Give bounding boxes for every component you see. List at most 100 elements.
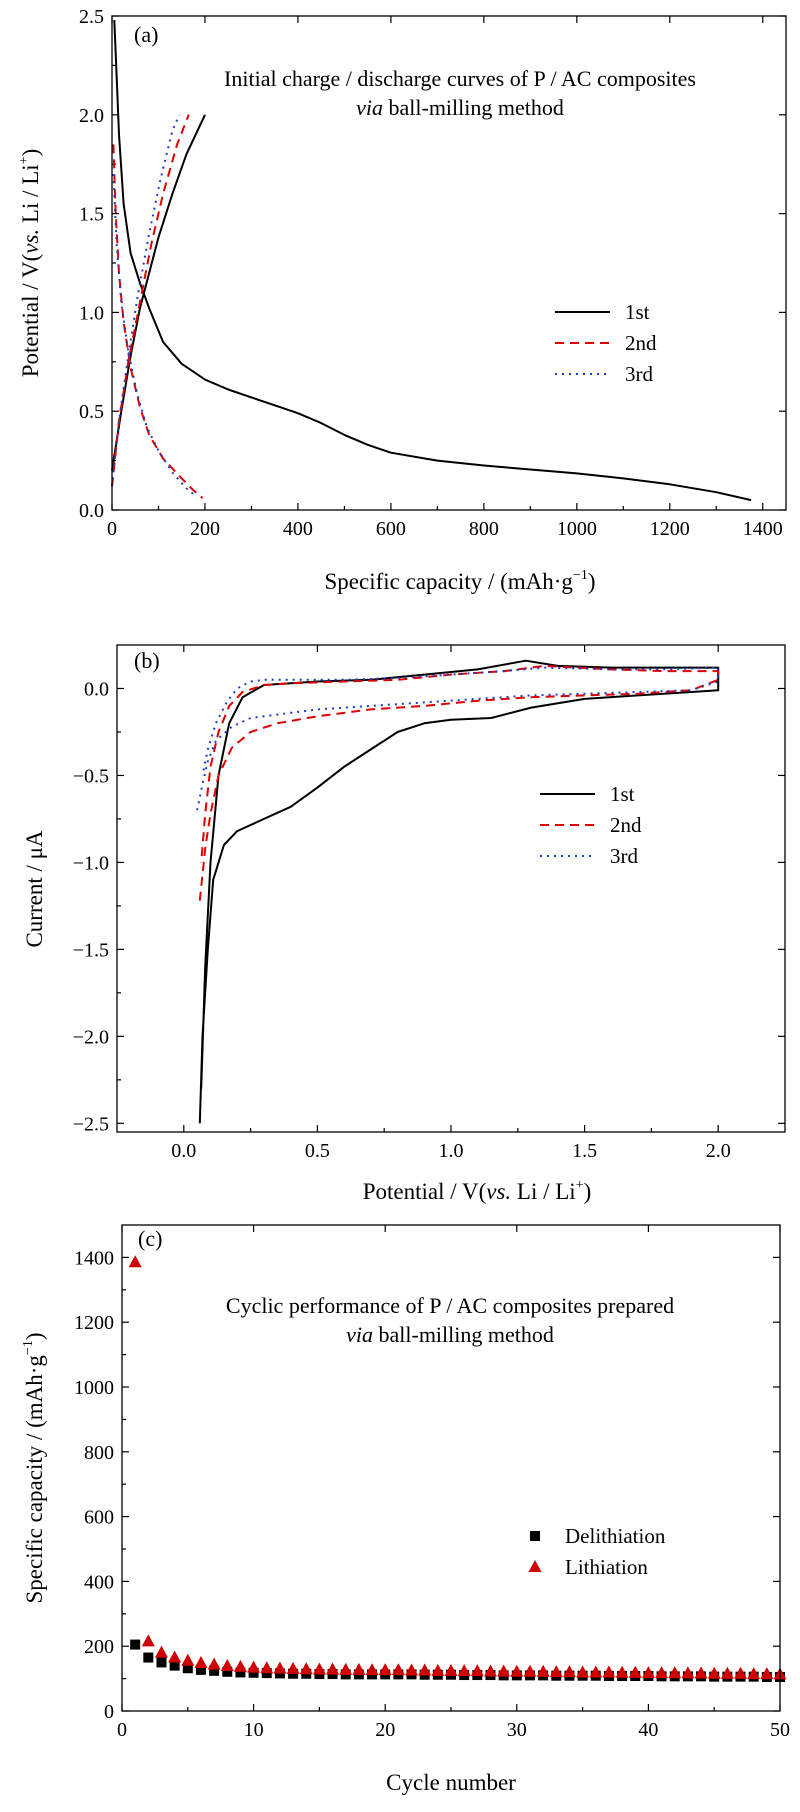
lithiation-point <box>549 1665 563 1678</box>
lithiation-point <box>154 1645 168 1658</box>
panel-a: (a) Initial charge / discharge curves of… <box>17 6 787 594</box>
series-line-2nd <box>111 114 190 487</box>
delithiation-point <box>182 1663 193 1674</box>
lithiation-point <box>286 1661 300 1674</box>
lithiation-point <box>760 1667 774 1680</box>
panel-c: (c) Cyclic performance of P / AC composi… <box>21 1224 790 1795</box>
panel-c-title-line2: via ball-milling method <box>346 1322 554 1347</box>
lithiation-point <box>220 1658 234 1671</box>
delithiation-point <box>130 1639 141 1650</box>
lithiation-point <box>720 1666 734 1679</box>
legend-swatch <box>530 1531 540 1541</box>
x-tick-label: 0.5 <box>305 1140 330 1162</box>
lithiation-point <box>470 1664 484 1677</box>
lithiation-point <box>339 1662 353 1675</box>
lithiation-point <box>168 1650 182 1663</box>
panel-c-title-line1: Cyclic performance of P / AC composites … <box>226 1293 674 1318</box>
delithiation-point <box>209 1665 220 1676</box>
lithiation-point <box>444 1663 458 1676</box>
panel-b: (b) 0.0 0.5 1.0 1.5 2.0 0.0 −0.5 −1.0 −1.5 −2.0 −… <box>22 644 786 1204</box>
lithiation-point <box>352 1662 366 1675</box>
series-line-2nd <box>112 144 204 499</box>
x-tick-label: 0 <box>117 1719 127 1741</box>
legend-label: 2nd <box>610 813 642 837</box>
lithiation-point <box>589 1665 603 1678</box>
delithiation-point <box>143 1652 154 1663</box>
panel-a-title-line1: Initial charge / discharge curves of P /… <box>224 66 696 91</box>
delithiation-point <box>222 1666 233 1677</box>
panel-a-x-axis-label: Specific capacity / (mAh·g−1) <box>324 568 595 594</box>
x-tick-label: 40 <box>638 1719 658 1741</box>
panel-a-plot-frame <box>111 15 787 511</box>
lithiation-point <box>536 1664 550 1677</box>
x-tick-label: 1.0 <box>439 1140 464 1162</box>
x-tick-label: 0.0 <box>171 1140 196 1162</box>
lithiation-point <box>681 1666 695 1679</box>
lithiation-point <box>523 1664 537 1677</box>
lithiation-point <box>233 1659 247 1672</box>
y-tick-label: 0.5 <box>79 401 104 423</box>
legend-label: 1st <box>610 782 635 806</box>
legend-label: 3rd <box>610 844 638 868</box>
y-tick-label: 1400 <box>74 1247 114 1269</box>
delithiation-point <box>195 1664 206 1675</box>
lithiation-point <box>207 1657 221 1670</box>
lithiation-point <box>747 1667 761 1680</box>
panel-b-label: (b) <box>134 648 160 673</box>
panel-a-label: (a) <box>134 22 158 47</box>
lithiation-point <box>615 1665 629 1678</box>
panel-a-y-axis-label: Potential / V(vs. Li / Li+) <box>17 149 43 378</box>
series-line-3rd <box>196 666 720 811</box>
legend-label: 3rd <box>625 362 653 386</box>
panel-c-label: (c) <box>138 1226 162 1251</box>
lithiation-point <box>694 1666 708 1679</box>
panel-b-x-axis-label: Potential / V(vs. Li / Li+) <box>363 1178 592 1204</box>
lithiation-point <box>128 1255 142 1268</box>
delithiation-point <box>248 1667 259 1678</box>
y-tick-label: 400 <box>84 1571 114 1593</box>
y-tick-label: 2.0 <box>79 105 104 127</box>
series-line-1st <box>111 114 206 471</box>
x-tick-label: 1000 <box>557 518 597 540</box>
lithiation-point <box>405 1663 419 1676</box>
legend-swatch <box>528 1560 542 1572</box>
lithiation-point <box>141 1634 155 1647</box>
lithiation-point <box>312 1662 326 1675</box>
y-tick-label: −0.5 <box>73 765 109 787</box>
series-line-2nd <box>198 664 720 901</box>
lithiation-point <box>194 1656 208 1669</box>
y-tick-label: 1200 <box>74 1312 114 1334</box>
y-tick-label: 0.0 <box>79 500 104 522</box>
lithiation-point <box>391 1663 405 1676</box>
y-tick-label: 200 <box>84 1636 114 1658</box>
series-line-1st <box>113 19 752 502</box>
lithiation-point <box>378 1663 392 1676</box>
lithiation-point <box>247 1660 261 1673</box>
lithiation-point <box>655 1666 669 1679</box>
y-tick-label: −2.0 <box>73 1026 109 1048</box>
y-tick-label: −1.5 <box>73 939 109 961</box>
lithiation-point <box>562 1665 576 1678</box>
legend-label: Delithiation <box>565 1524 666 1548</box>
lithiation-point <box>576 1665 590 1678</box>
lithiation-point <box>497 1664 511 1677</box>
lithiation-point <box>418 1663 432 1676</box>
y-tick-label: 600 <box>84 1507 114 1529</box>
x-tick-label: 20 <box>375 1719 395 1741</box>
delithiation-point <box>156 1657 167 1668</box>
x-tick-label: 2.0 <box>706 1140 731 1162</box>
x-tick-label: 0 <box>107 518 117 540</box>
x-tick-label: 600 <box>376 518 406 540</box>
lithiation-point <box>483 1664 497 1677</box>
panel-b-y-axis-label: Current / μA <box>22 830 47 947</box>
x-tick-label: 1.5 <box>572 1140 597 1162</box>
y-tick-label: 0 <box>104 1701 114 1723</box>
lithiation-point <box>273 1661 287 1674</box>
panel-a-title-line2: via ball-milling method <box>356 95 564 120</box>
lithiation-point <box>707 1666 721 1679</box>
x-tick-label: 400 <box>283 518 313 540</box>
lithiation-point <box>457 1664 471 1677</box>
lithiation-point <box>510 1664 524 1677</box>
x-tick-label: 200 <box>190 518 220 540</box>
